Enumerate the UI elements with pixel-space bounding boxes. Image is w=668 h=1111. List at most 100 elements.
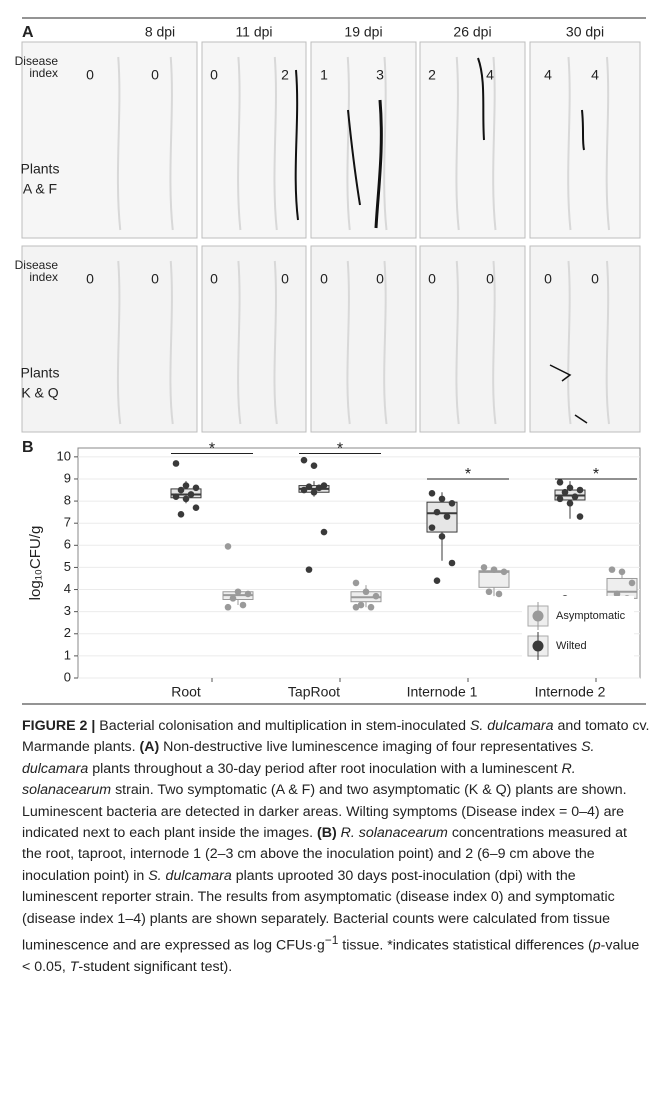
- column-label: 11 dpi: [235, 24, 272, 40]
- caption-text: plants throughout a 30-day period after …: [88, 761, 561, 777]
- point: [429, 524, 436, 531]
- row-label: index: [29, 270, 58, 284]
- column-label: 30 dpi: [566, 24, 604, 40]
- point: [567, 500, 574, 507]
- disease-index: 3: [376, 67, 384, 83]
- point: [193, 485, 200, 492]
- disease-index: 0: [151, 67, 159, 83]
- y-tick-label: 8: [64, 493, 71, 508]
- x-tick-label: Internode 1: [407, 684, 478, 700]
- caption-text: tissue. *indicates statistical differenc…: [338, 938, 592, 954]
- y-tick-label: 10: [57, 448, 71, 463]
- panel-label: B: [22, 439, 34, 456]
- caption-text: FIGURE 2 |: [22, 718, 95, 734]
- point: [301, 457, 308, 464]
- point: [481, 564, 488, 571]
- point: [557, 479, 564, 486]
- row-label: A & F: [23, 181, 57, 197]
- point: [230, 595, 237, 602]
- disease-index: 0: [591, 271, 599, 287]
- point: [444, 513, 451, 520]
- caption-text: -student significant test).: [78, 959, 232, 975]
- disease-index: 2: [281, 67, 289, 83]
- point: [439, 533, 446, 540]
- point: [183, 496, 190, 503]
- point: [629, 580, 636, 587]
- point: [240, 602, 247, 609]
- y-tick-label: 9: [64, 470, 71, 485]
- panel-a: 8 dpi11 dpi19 dpi26 dpi30 dpiDiseaseinde…: [15, 24, 640, 432]
- disease-index: 4: [486, 67, 494, 83]
- y-tick-label: 5: [64, 559, 71, 574]
- point: [178, 487, 185, 494]
- y-tick-label: 4: [64, 581, 71, 596]
- disease-index: 0: [86, 67, 94, 83]
- point: [183, 482, 190, 489]
- row-label: index: [29, 66, 58, 80]
- y-tick-label: 7: [64, 515, 71, 530]
- point: [301, 487, 308, 494]
- disease-index: 4: [544, 67, 552, 83]
- disease-index: 0: [428, 271, 436, 287]
- disease-index: 0: [486, 271, 494, 287]
- point: [567, 485, 574, 492]
- point: [373, 593, 380, 600]
- y-tick-label: 0: [64, 669, 71, 684]
- point: [245, 591, 252, 598]
- disease-index: 0: [281, 271, 289, 287]
- legend-label: Asymptomatic: [556, 610, 626, 622]
- point: [609, 566, 616, 573]
- point: [562, 489, 569, 496]
- caption-text: −1: [325, 933, 339, 947]
- point: [449, 560, 456, 567]
- legend-swatch: [533, 641, 544, 652]
- point: [173, 493, 180, 500]
- disease-index: 0: [86, 271, 94, 287]
- point: [429, 490, 436, 497]
- point: [178, 511, 185, 518]
- disease-index: 0: [320, 271, 328, 287]
- disease-index: 2: [428, 67, 436, 83]
- point: [363, 588, 370, 595]
- legend-label: Wilted: [556, 640, 587, 652]
- y-tick-label: 3: [64, 603, 71, 618]
- caption-text: (B): [317, 825, 341, 841]
- point: [316, 485, 323, 492]
- disease-index: 0: [151, 271, 159, 287]
- column-label: 19 dpi: [344, 24, 382, 40]
- caption-text: S. dulcamara: [470, 718, 554, 734]
- point: [619, 569, 626, 576]
- column-label: 26 dpi: [453, 24, 491, 40]
- point: [449, 500, 456, 507]
- caption-text: Bacterial colonisation and multiplicatio…: [95, 718, 470, 734]
- point: [496, 591, 503, 598]
- point: [439, 496, 446, 503]
- point: [225, 604, 232, 611]
- x-tick-label: Root: [171, 684, 201, 700]
- disease-index: 1: [320, 67, 328, 83]
- point: [193, 504, 200, 511]
- legend-swatch: [533, 611, 544, 622]
- point: [353, 604, 360, 611]
- caption-text: p: [593, 938, 601, 954]
- y-tick-label: 2: [64, 625, 71, 640]
- significance-label: *: [593, 466, 599, 483]
- page: A 8 dpi11 dpi19 dpi26 dpi30 dpiDiseasein…: [0, 0, 668, 1111]
- column-label: 8 dpi: [145, 24, 175, 40]
- row-label: Plants: [21, 161, 60, 177]
- point: [434, 509, 441, 516]
- point: [235, 588, 242, 595]
- caption-text: (A): [140, 739, 160, 755]
- row-label: K & Q: [21, 385, 58, 401]
- point: [501, 569, 508, 576]
- point: [173, 460, 180, 467]
- disease-index: 0: [210, 271, 218, 287]
- caption: FIGURE 2 | Bacterial colonisation and mu…: [22, 716, 650, 979]
- disease-index: 0: [210, 67, 218, 83]
- point: [577, 513, 584, 520]
- point: [225, 543, 232, 550]
- point: [368, 604, 375, 611]
- point: [311, 462, 318, 469]
- point: [321, 529, 328, 536]
